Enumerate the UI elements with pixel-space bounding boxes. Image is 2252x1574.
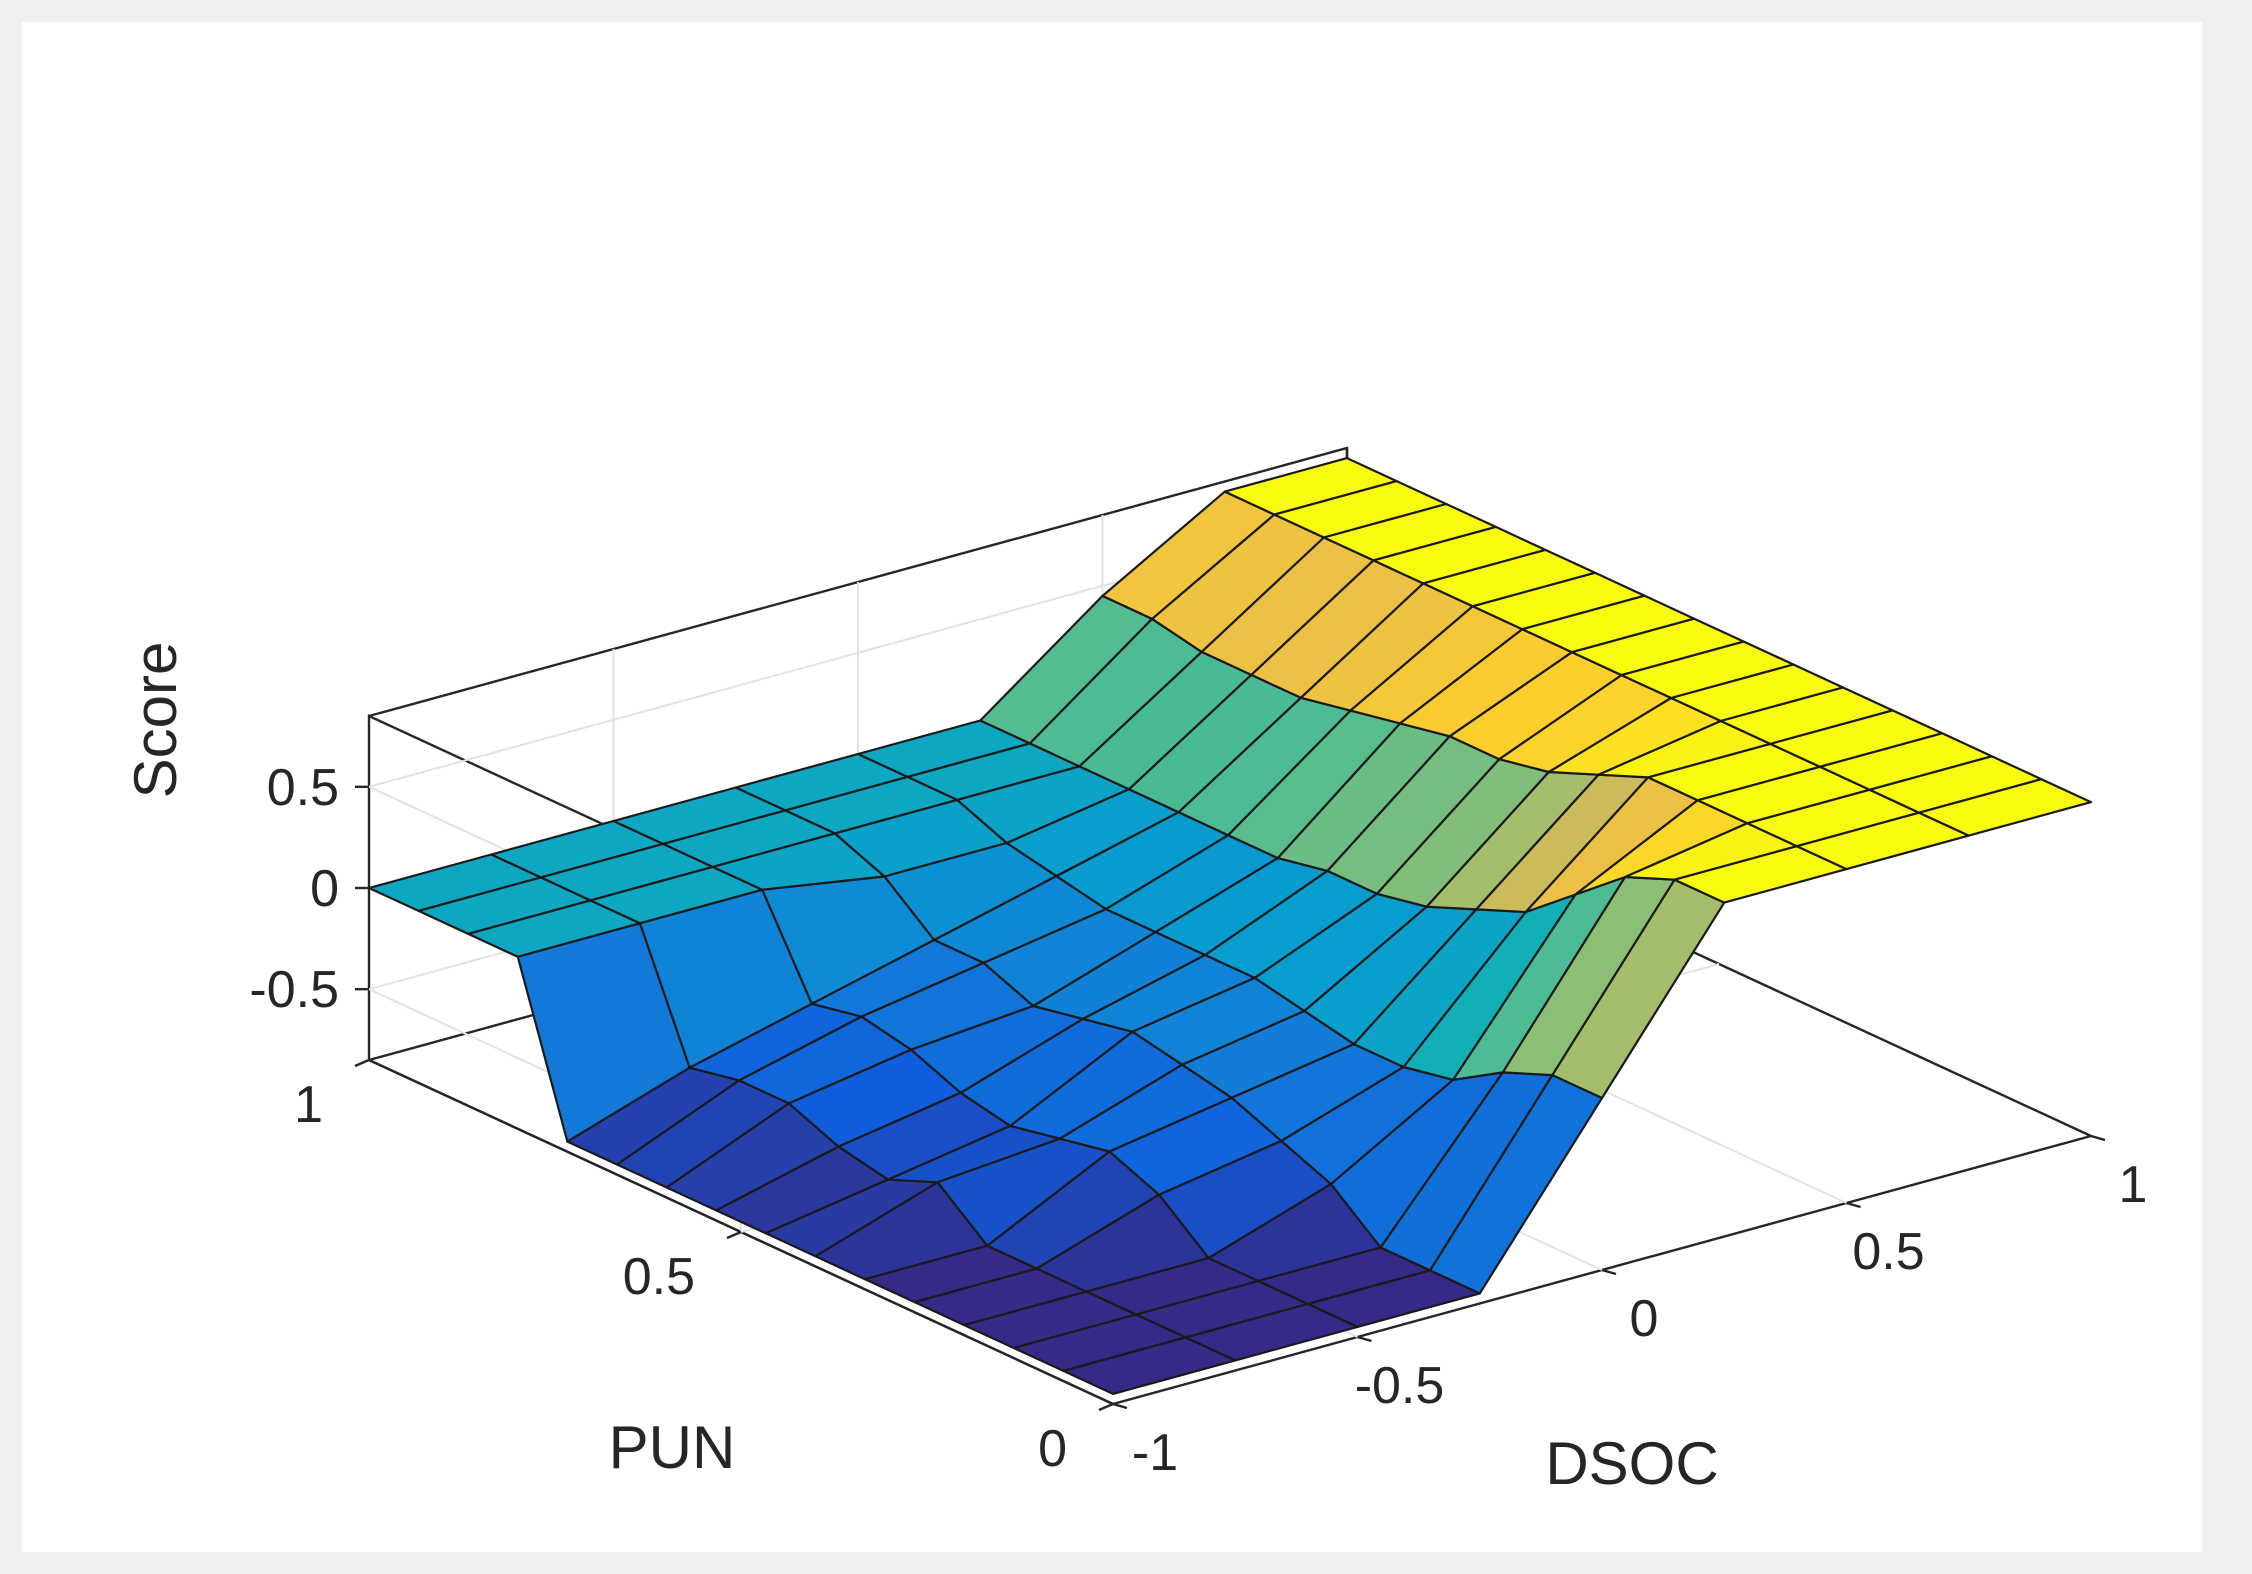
y-axis-label: PUN <box>609 1414 736 1481</box>
y-tick <box>354 1058 370 1068</box>
y-tick <box>1098 1402 1114 1412</box>
x-tick-label: 1 <box>2119 1156 2148 1214</box>
x-tick-label: 0 <box>1630 1290 1659 1348</box>
x-tick <box>1601 1268 1617 1276</box>
z-tick-label: -0.5 <box>249 961 339 1019</box>
x-tick-label: -0.5 <box>1355 1357 1445 1415</box>
x-tick <box>2090 1134 2106 1142</box>
z-tick-label: 0.5 <box>267 759 339 817</box>
x-tick-label: -1 <box>1132 1424 1178 1482</box>
surface-patch <box>1917 778 2093 837</box>
z-axis-label: Score <box>122 642 189 799</box>
x-tick <box>1846 1201 1861 1209</box>
z-tick-label: 0 <box>310 860 339 918</box>
y-tick-label: 0 <box>1038 1420 1067 1478</box>
x-tick <box>1112 1402 1128 1410</box>
x-axis-label: DSOC <box>1545 1430 1718 1497</box>
x-tick-label: 0.5 <box>1852 1223 1924 1281</box>
tick-labels: -1 -0.5 0 0.5 1 0 0.5 1 -0.5 0 0.5 <box>249 759 2147 1482</box>
y-tick-label: 1 <box>294 1076 323 1134</box>
y-tick <box>726 1230 742 1240</box>
y-tick-label: 0.5 <box>623 1248 695 1306</box>
surface-mesh <box>367 457 2093 1396</box>
x-tick <box>1357 1335 1372 1343</box>
